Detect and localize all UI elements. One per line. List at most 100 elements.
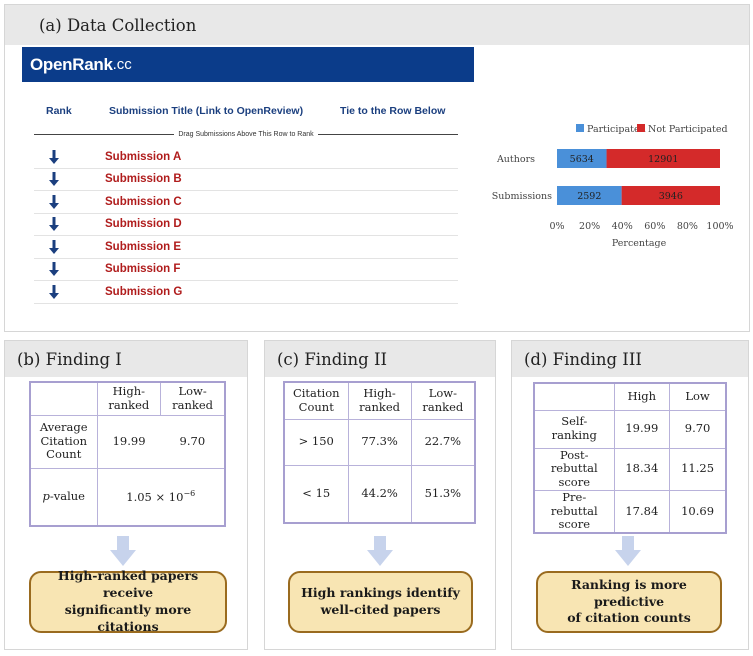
submission-row[interactable]: Submission G xyxy=(34,281,458,304)
table-cell: 1.05 × 10−6 xyxy=(96,467,226,527)
header-high-ranked: High- ranked xyxy=(359,385,401,414)
bar-label-authors-participated: 5634 xyxy=(570,154,594,165)
submission-link[interactable]: Submission F xyxy=(105,263,181,276)
table-cell: 51.3% xyxy=(410,464,476,524)
table-cell: 22.7% xyxy=(410,418,476,466)
header-low-ranked: Low- ranked xyxy=(172,383,214,412)
lt15-high: 44.2% xyxy=(361,485,398,500)
table-cell: 9.70 xyxy=(160,414,226,469)
table-row-label: p-value xyxy=(29,467,98,527)
down-arrow-icon xyxy=(49,217,59,232)
x-tick-label: 40% xyxy=(612,221,633,232)
submission-link[interactable]: Submission G xyxy=(105,285,183,298)
table-header-cell: High- ranked xyxy=(347,381,412,420)
table-cell: 19.99 xyxy=(613,409,671,449)
openrank-logo[interactable]: OpenRank xyxy=(30,54,113,74)
pvalue-exponent: −6 xyxy=(183,488,196,498)
drag-handle[interactable] xyxy=(34,217,74,232)
table-row-label: Post-rebuttal score xyxy=(533,447,615,491)
header-citation-count: Citation Count xyxy=(292,385,340,414)
pre-rebuttal-low: 10.69 xyxy=(681,503,715,518)
drag-handle[interactable] xyxy=(34,149,74,164)
submission-row[interactable]: Submission F xyxy=(34,259,458,281)
table-cell-empty xyxy=(29,381,98,416)
table-cell: 10.69 xyxy=(669,489,727,534)
category-label-submissions: Submissions xyxy=(492,191,552,202)
finding-2-conclusion-text: High rankings identify well-cited papers xyxy=(301,585,460,617)
submission-row[interactable]: Submission E xyxy=(34,236,458,259)
divider-line-right xyxy=(317,133,458,135)
table-row: Pre-rebuttal score 17.84 10.69 xyxy=(533,489,727,534)
finding-3-table: High Low Self- ranking 19.99 9.70 Post-r… xyxy=(533,382,727,535)
pvalue-label-rest: -value xyxy=(49,488,85,503)
drag-handle[interactable] xyxy=(34,284,74,299)
pre-rebuttal-high: 17.84 xyxy=(625,503,659,518)
submission-link[interactable]: Submission C xyxy=(105,195,182,208)
legend-swatch-participated xyxy=(576,124,584,132)
table-row-label: Pre-rebuttal score xyxy=(533,489,615,534)
post-rebuttal-high: 18.34 xyxy=(625,461,659,476)
legend-label-not-participated: Not Participated xyxy=(648,124,728,135)
bar-submissions-not-participated xyxy=(621,186,720,205)
rank-column-header: Rank xyxy=(46,105,72,117)
panel-a-title: (a) Data Collection xyxy=(5,5,749,45)
table-header-cell: High xyxy=(613,382,671,411)
table-cell: 77.3% xyxy=(347,418,412,466)
x-tick-label: 0% xyxy=(549,221,564,232)
finding-2-table: Citation Count High- ranked Low- ranked … xyxy=(283,381,476,524)
table-cell: 17.84 xyxy=(613,489,671,534)
finding-3-title: (d) Finding III xyxy=(512,341,748,377)
drag-handle[interactable] xyxy=(34,172,74,187)
pvalue-italic-p: p xyxy=(42,488,50,503)
tie-column-header: Tie to the Row Below xyxy=(340,105,446,117)
bar-label-authors-not-participated: 12901 xyxy=(648,154,678,165)
range-gt-150: > 150 xyxy=(298,434,334,449)
pvalue-base: 1.05 × 10 xyxy=(126,489,184,504)
table-header-cell: Citation Count xyxy=(283,381,349,420)
x-tick-label: 80% xyxy=(677,221,698,232)
down-arrow-icon xyxy=(110,536,136,566)
drag-handle[interactable] xyxy=(34,262,74,277)
post-rebuttal-low: 11.25 xyxy=(681,461,715,476)
submission-row[interactable]: Submission B xyxy=(34,169,458,191)
x-tick-label: 100% xyxy=(706,221,733,232)
submission-link[interactable]: Submission E xyxy=(105,240,182,253)
table-row: Citation Count High- ranked Low- ranked xyxy=(283,381,476,420)
down-arrow-icon xyxy=(49,284,59,299)
down-arrow-icon xyxy=(49,149,59,164)
bar-authors-not-participated xyxy=(606,149,720,168)
submission-row[interactable]: Submission C xyxy=(34,191,458,214)
table-row: Average Citation Count 19.99 9.70 xyxy=(29,414,226,469)
down-arrow-icon xyxy=(49,239,59,254)
finding-3-conclusion-text: Ranking is more predictive of citation c… xyxy=(567,576,691,626)
finding-3-conclusion: Ranking is more predictive of citation c… xyxy=(536,571,722,633)
submission-link[interactable]: Submission A xyxy=(105,150,182,163)
divider-line-left xyxy=(34,133,175,135)
table-cell: 44.2% xyxy=(347,464,412,524)
table-cell-empty xyxy=(533,382,615,411)
finding-1-conclusion-text: High-ranked papers receive significantly… xyxy=(57,568,199,634)
finding-1-conclusion: High-ranked papers receive significantly… xyxy=(29,568,227,634)
finding-1-table: High- ranked Low- ranked Average Citatio… xyxy=(29,381,226,527)
drag-handle[interactable] xyxy=(34,194,74,209)
submission-row[interactable]: Submission D xyxy=(34,214,458,236)
submission-link[interactable]: Submission D xyxy=(105,218,182,231)
drag-divider: Drag Submissions Above This Row to Rank xyxy=(34,127,458,141)
participation-chart: Participated Not Participated Authors Su… xyxy=(492,124,734,249)
submission-link[interactable]: Submission B xyxy=(105,173,182,186)
x-tick-label: 20% xyxy=(579,221,600,232)
x-axis-label: Percentage xyxy=(612,238,667,249)
category-label-authors: Authors xyxy=(496,154,535,165)
table-row: > 150 77.3% 22.7% xyxy=(283,418,476,466)
title-column-header: Submission Title (Link to OpenReview) xyxy=(109,105,304,117)
drag-handle[interactable] xyxy=(34,239,74,254)
legend-swatch-not-participated xyxy=(637,124,645,132)
header-low: Low xyxy=(685,388,710,403)
table-cell: > 150 xyxy=(283,418,349,466)
header-high-ranked: High- ranked xyxy=(108,383,150,412)
drag-hint: Drag Submissions Above This Row to Rank xyxy=(178,130,314,138)
submission-row[interactable]: Submission A xyxy=(34,146,458,169)
x-tick-label: 60% xyxy=(644,221,665,232)
table-cell: 11.25 xyxy=(669,447,727,491)
finding-1-title: (b) Finding I xyxy=(5,341,247,377)
